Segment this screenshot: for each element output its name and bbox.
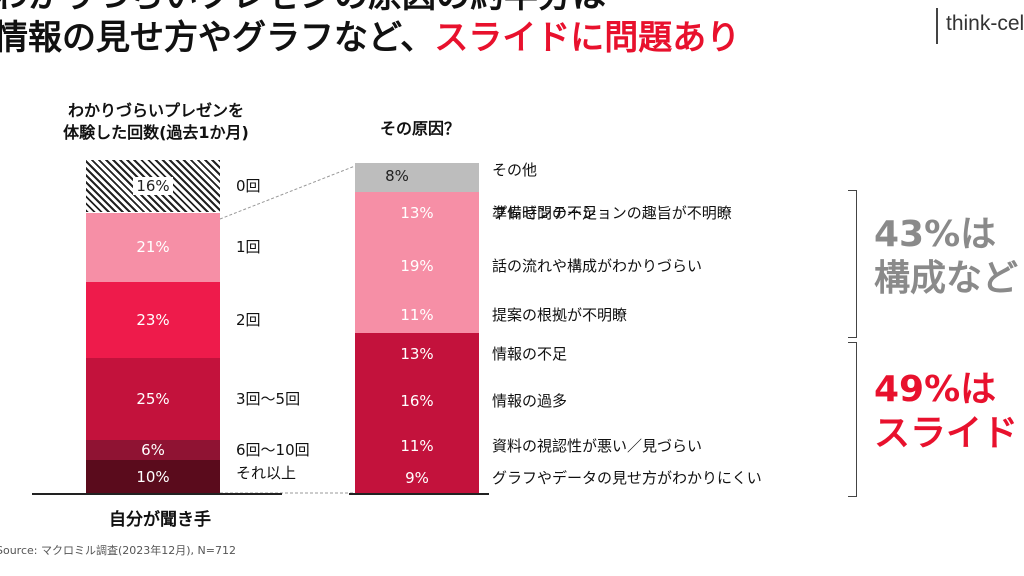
title-highlight: スライドに問題あり [434,18,741,58]
page-title-line2: 情報の見せ方やグラフなど、スライドに問題あり [0,18,740,58]
bar-segment: 8% [355,162,479,189]
bar-segment: 13% [355,332,479,376]
category-label: プレゼンテーションの趣旨が不明瞭 [492,204,732,223]
left-chart-title: わかりづらいプレゼンを 体験した回数(過去1か月) [63,101,249,142]
bar-segment: 9% [355,463,479,493]
bar-segment: 11% [355,296,479,333]
category-label: 3回〜5回 [236,389,301,408]
bar-value-label: 25% [136,389,170,408]
bar-segment: 21% [86,212,220,282]
bar-segment: 16% [86,159,220,213]
right-chart-title: その原因？ [379,119,460,138]
category-label: 6回〜10回 [236,441,310,460]
logo-divider [936,8,938,44]
page-title-line1: わかりづらいプレゼンの原因の約半分は [0,0,606,16]
bar-value-label: 8% [385,166,409,185]
category-label: 1回 [236,238,261,257]
left-baseline [32,493,282,495]
category-label: 情報の不足 [492,345,568,364]
title-prefix: 情報の見せ方やグラフなど、 [0,18,435,58]
bar-segment: 10% [86,460,220,493]
category-label: グラフやデータの見せ方がわかりにくい [492,469,762,488]
bar-segment: 25% [86,357,220,441]
source-note: Source: マクロミル調査(2023年12月), N=712 [0,544,236,557]
bar-segment: 11% [355,427,479,464]
bar-value-label: 13% [400,345,434,364]
annotation-slides: 49%は スライド [874,369,1019,454]
category-label: 話の流れや構成がわかりづらい [492,256,703,275]
bar-value-label: 19% [400,256,434,275]
bar-value-label: 16% [400,392,434,411]
category-label: 提案の根拠が不明瞭 [492,305,628,324]
left-x-label: 自分が聞き手 [109,510,211,530]
bar-value-label: 16% [133,177,173,196]
bar-value-label: 11% [400,305,434,324]
category-label: 0回 [236,177,261,196]
connector-top [219,165,356,220]
bar-segment: 6% [86,440,220,460]
category-label: 2回 [236,310,261,329]
bar-value-label: 21% [136,238,170,257]
bar-segment: 13% [355,192,479,235]
bar-value-label: 6% [141,441,165,460]
bar-segment: 23% [86,281,220,358]
bracket-slides [848,342,857,497]
right-baseline [349,493,489,495]
bar-value-label: 10% [136,467,170,486]
brand-logo: think-cell [946,12,1024,35]
bar-value-label: 23% [136,310,170,329]
category-label: 準備時間の不足 [492,203,598,222]
bar-value-label: 9% [405,469,429,488]
category-label: 情報の過多 [492,392,568,411]
bar-value-label: 13% [400,204,434,223]
category-label: 資料の視認性が悪い／見づらい [492,436,703,455]
bar-segment: 16% [355,375,479,428]
category-label: その他 [492,160,538,179]
category-label: それ以上 [236,463,297,482]
bar-segment: 19% [355,234,479,297]
annotation-structure: 43%は 構成など [874,214,1019,299]
bar-value-label: 11% [400,436,434,455]
bracket-structure [848,190,857,338]
